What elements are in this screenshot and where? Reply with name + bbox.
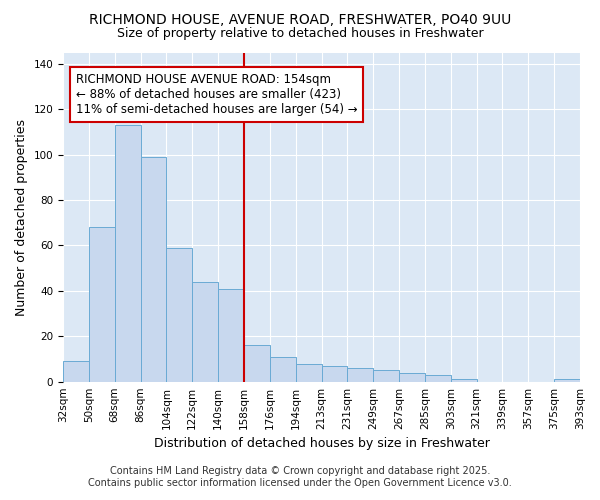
Bar: [140, 157, 166, 382]
Text: RICHMOND HOUSE AVENUE ROAD: 154sqm
← 88% of detached houses are smaller (423)
11: RICHMOND HOUSE AVENUE ROAD: 154sqm ← 88%…: [76, 73, 358, 116]
Bar: [373, 370, 399, 382]
Text: Size of property relative to detached houses in Freshwater: Size of property relative to detached ho…: [116, 28, 484, 40]
Bar: [554, 380, 580, 382]
Bar: [218, 288, 244, 382]
Bar: [296, 364, 322, 382]
Bar: [347, 368, 373, 382]
Text: RICHMOND HOUSE, AVENUE ROAD, FRESHWATER, PO40 9UU: RICHMOND HOUSE, AVENUE ROAD, FRESHWATER,…: [89, 12, 511, 26]
Bar: [399, 372, 425, 382]
Bar: [115, 125, 140, 382]
Bar: [63, 361, 89, 382]
Text: Contains HM Land Registry data © Crown copyright and database right 2025.
Contai: Contains HM Land Registry data © Crown c…: [88, 466, 512, 487]
Bar: [451, 380, 476, 382]
Y-axis label: Number of detached properties: Number of detached properties: [15, 118, 28, 316]
Bar: [425, 375, 451, 382]
Bar: [244, 346, 270, 382]
Bar: [192, 282, 218, 382]
Bar: [270, 356, 296, 382]
Bar: [89, 228, 115, 382]
Bar: [166, 248, 192, 382]
Bar: [322, 366, 347, 382]
X-axis label: Distribution of detached houses by size in Freshwater: Distribution of detached houses by size …: [154, 437, 490, 450]
